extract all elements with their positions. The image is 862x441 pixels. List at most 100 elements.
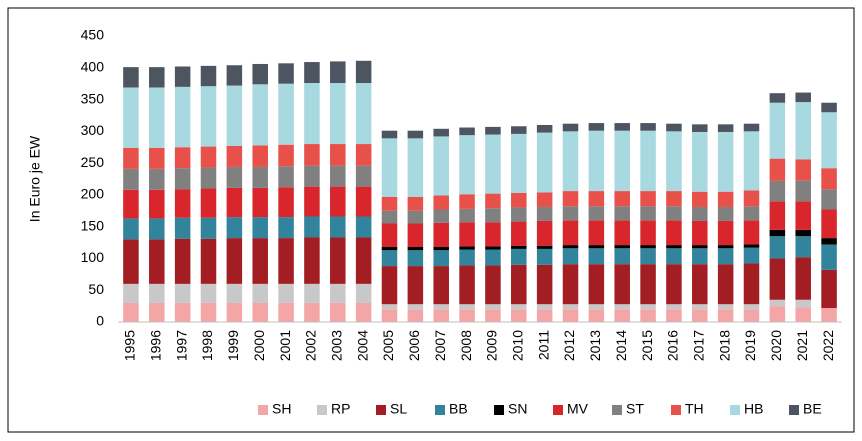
bar-segment bbox=[381, 130, 398, 139]
bar-segment bbox=[614, 245, 630, 249]
bar-segment bbox=[536, 220, 553, 246]
bar-segment bbox=[459, 246, 475, 250]
bar-segment bbox=[226, 302, 243, 322]
x-tick-label: 2007 bbox=[432, 330, 448, 361]
bar-segment bbox=[355, 60, 372, 84]
bar-segment bbox=[588, 220, 605, 246]
bar-segment bbox=[692, 124, 708, 132]
bar-segment bbox=[200, 302, 217, 322]
x-tick-label: 2020 bbox=[768, 330, 784, 361]
bar-segment bbox=[666, 191, 682, 207]
y-axis-label: In Euro je EW bbox=[27, 135, 43, 222]
bar-segment bbox=[252, 187, 268, 218]
bar-segment bbox=[252, 283, 268, 303]
bar-segment bbox=[174, 302, 191, 322]
bar-segment bbox=[407, 196, 424, 211]
legend-swatch bbox=[258, 405, 268, 415]
bar-segment bbox=[355, 216, 372, 238]
bar-segment bbox=[743, 131, 760, 191]
bar-segment bbox=[149, 218, 165, 240]
bar-segment bbox=[149, 87, 165, 148]
bar-segment bbox=[666, 206, 682, 221]
bar-segment bbox=[433, 136, 449, 196]
bar-segment bbox=[123, 147, 139, 169]
bar-segment bbox=[174, 86, 191, 148]
bar-segment bbox=[226, 187, 243, 218]
bar-segment bbox=[562, 309, 579, 322]
bar-segment bbox=[123, 302, 139, 322]
y-tick-label: 250 bbox=[81, 154, 105, 170]
legend-label: RP bbox=[331, 401, 350, 417]
bar-segment bbox=[226, 145, 243, 167]
bar-segment bbox=[330, 216, 346, 238]
bar-segment bbox=[717, 131, 734, 192]
bar-segment bbox=[278, 217, 294, 239]
bar-segment bbox=[278, 187, 294, 218]
bar-segment bbox=[821, 102, 837, 113]
bar-segment bbox=[304, 62, 320, 84]
bar-segment bbox=[562, 206, 579, 221]
bar-segment bbox=[536, 124, 553, 133]
bar-segment bbox=[174, 168, 191, 190]
bar-segment bbox=[614, 191, 630, 207]
bar-segment bbox=[769, 158, 786, 181]
bar-segment bbox=[174, 189, 191, 218]
bar-segment bbox=[692, 206, 708, 221]
bar-segment bbox=[381, 196, 398, 211]
bar-segment bbox=[123, 189, 139, 219]
legend-swatch bbox=[435, 405, 445, 415]
bar-segment bbox=[149, 283, 165, 303]
bar-segment bbox=[123, 168, 139, 190]
bar-segment bbox=[562, 191, 579, 207]
legend-label: HB bbox=[744, 401, 763, 417]
bar-segment bbox=[355, 144, 372, 166]
x-tick-label: 2022 bbox=[820, 330, 836, 361]
bar-segment bbox=[536, 309, 553, 322]
bar-segment bbox=[821, 189, 837, 210]
bar-segment bbox=[381, 304, 398, 310]
bar-segment bbox=[821, 238, 837, 245]
bar-segment bbox=[588, 245, 605, 249]
legend-label: SL bbox=[390, 401, 407, 417]
bar-segment bbox=[200, 167, 217, 189]
bar-segment bbox=[692, 264, 708, 305]
bar-segment bbox=[562, 264, 579, 305]
bar-segment bbox=[511, 126, 527, 134]
bar-segment bbox=[252, 84, 268, 146]
legend-label: TH bbox=[685, 401, 704, 417]
bar-segment bbox=[536, 192, 553, 207]
legend-swatch bbox=[671, 405, 681, 415]
bar-segment bbox=[200, 283, 217, 303]
bar-segment bbox=[795, 180, 811, 202]
bar-segment bbox=[640, 245, 656, 249]
y-tick-label: 350 bbox=[81, 90, 105, 106]
bar-segment bbox=[433, 209, 449, 223]
x-tick-label: 2019 bbox=[742, 330, 758, 361]
bar-segment bbox=[614, 123, 630, 131]
x-tick-label: 2013 bbox=[587, 330, 603, 361]
bar-segment bbox=[588, 248, 605, 265]
bar-segment bbox=[381, 138, 398, 197]
bar-segment bbox=[743, 190, 760, 207]
bar-segment bbox=[562, 220, 579, 246]
bar-segment bbox=[795, 159, 811, 181]
bar-segment bbox=[536, 248, 553, 265]
y-tick-label: 100 bbox=[81, 249, 105, 265]
bar-segment bbox=[666, 131, 682, 192]
bar-segment bbox=[692, 220, 708, 246]
bar-segment bbox=[795, 92, 811, 103]
bar-segment bbox=[640, 309, 656, 322]
bar-segment bbox=[717, 220, 734, 246]
bar-segment bbox=[149, 189, 165, 219]
bar-segment bbox=[226, 65, 243, 86]
bar-segment bbox=[304, 237, 320, 284]
bar-segment bbox=[459, 309, 475, 322]
bar-segment bbox=[433, 309, 449, 322]
bar-segment bbox=[149, 67, 165, 88]
bar-segment bbox=[381, 223, 398, 248]
y-tick-label: 50 bbox=[88, 281, 104, 297]
bar-segment bbox=[536, 304, 553, 310]
bar-segment bbox=[485, 134, 501, 194]
bar-segment bbox=[200, 188, 217, 218]
